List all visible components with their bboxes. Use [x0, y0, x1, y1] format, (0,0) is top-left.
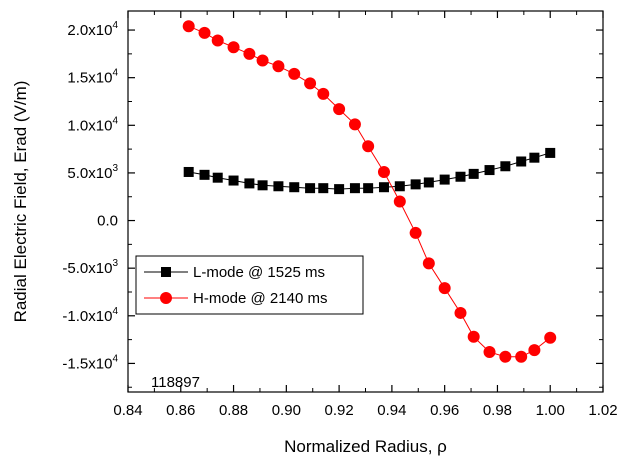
x-axis: 0.84 0.86 0.88 0.90 0.92 0.94 0.96 0.98 1.00 1.02	[113, 11, 618, 419]
data-point-square	[439, 174, 450, 185]
y-tick-label: 1.0x104	[67, 115, 118, 134]
legend-label: H-mode @ 2140 ms	[193, 290, 327, 307]
data-point-circle	[393, 195, 406, 208]
y-axis-title: Radial Electric Field, Erad (V/m)	[11, 81, 30, 323]
data-point-square	[500, 161, 511, 172]
data-point-circle	[377, 165, 390, 178]
data-point-circle	[317, 87, 330, 100]
data-point-circle	[362, 140, 375, 153]
data-point-square	[212, 172, 223, 183]
plot-area	[127, 10, 604, 393]
y-tick-label: 1.5x104	[67, 68, 118, 87]
data-point-square	[378, 182, 389, 193]
data-point-square	[349, 183, 360, 194]
data-point-circle	[182, 20, 195, 33]
legend: L-mode @ 1525 ms H-mode @ 2140 ms	[135, 255, 364, 315]
x-tick-label: 0.98	[483, 402, 512, 419]
series-l-mode	[183, 147, 556, 195]
data-point-circle	[227, 41, 240, 54]
data-point-circle	[288, 67, 301, 80]
data-point-circle	[211, 34, 224, 47]
data-point-circle	[409, 226, 422, 239]
data-point-square	[468, 168, 479, 179]
series-h-mode	[182, 20, 557, 363]
data-point-square	[257, 180, 268, 191]
data-point-circle	[272, 60, 285, 73]
y-axis: 2.0x104 1.5x104 1.0x104 5.0x103 0.0 -5.0x103 -…	[62, 20, 603, 388]
x-tick-label: 1.00	[536, 402, 565, 419]
data-point-square	[228, 175, 239, 186]
x-tick-label: 1.02	[588, 402, 617, 419]
data-point-circle	[528, 344, 541, 357]
data-point-square	[318, 183, 329, 194]
data-point-circle	[304, 77, 317, 90]
data-point-square	[363, 183, 374, 194]
data-point-square	[273, 181, 284, 192]
data-point-square	[199, 169, 210, 180]
data-point-square	[545, 147, 556, 158]
data-point-square	[484, 165, 495, 176]
y-tick-label: -1.0x104	[62, 306, 118, 325]
x-tick-label: 0.84	[113, 402, 142, 419]
shot-number-annotation: 118897	[151, 374, 200, 391]
data-point-circle	[467, 330, 480, 343]
x-tick-label: 0.92	[325, 402, 354, 419]
data-point-square	[334, 184, 345, 195]
data-point-square	[455, 171, 466, 182]
data-point-square	[529, 152, 540, 163]
series-layer	[182, 20, 557, 363]
x-tick-label: 0.96	[430, 402, 459, 419]
data-point-square	[394, 181, 405, 192]
data-point-circle	[256, 54, 269, 67]
data-point-circle	[515, 350, 528, 363]
data-point-circle	[438, 282, 451, 295]
data-point-circle	[483, 345, 496, 358]
data-point-circle	[499, 350, 512, 363]
y-tick-label: 5.0x103	[67, 163, 118, 182]
data-point-square	[410, 179, 421, 190]
legend-box	[135, 255, 364, 315]
y-tick-label: -1.5x104	[62, 353, 118, 372]
data-point-circle	[198, 26, 211, 39]
data-point-square	[244, 178, 255, 189]
data-point-circle	[348, 118, 361, 131]
data-point-circle	[454, 306, 467, 319]
data-point-square	[183, 166, 194, 177]
legend-marker-circle	[160, 292, 172, 304]
data-point-circle	[544, 331, 557, 344]
data-point-square	[289, 182, 300, 193]
x-tick-label: 0.94	[377, 402, 406, 419]
data-point-circle	[333, 103, 346, 116]
x-tick-label: 0.86	[166, 402, 195, 419]
y-tick-label: -5.0x103	[62, 258, 118, 277]
x-tick-label: 0.90	[272, 402, 301, 419]
y-tick-label: 0.0	[97, 213, 118, 230]
data-point-square	[305, 183, 316, 194]
x-tick-label: 0.88	[219, 402, 248, 419]
legend-marker-square	[161, 267, 171, 277]
data-point-square	[423, 177, 434, 188]
data-point-circle	[422, 257, 435, 270]
plot-frame	[127, 10, 604, 393]
data-point-circle	[243, 47, 256, 60]
data-point-square	[516, 156, 527, 167]
y-tick-label: 2.0x104	[67, 20, 118, 39]
legend-label: L-mode @ 1525 ms	[193, 264, 325, 281]
x-axis-title: Normalized Radius, ρ	[284, 437, 447, 456]
